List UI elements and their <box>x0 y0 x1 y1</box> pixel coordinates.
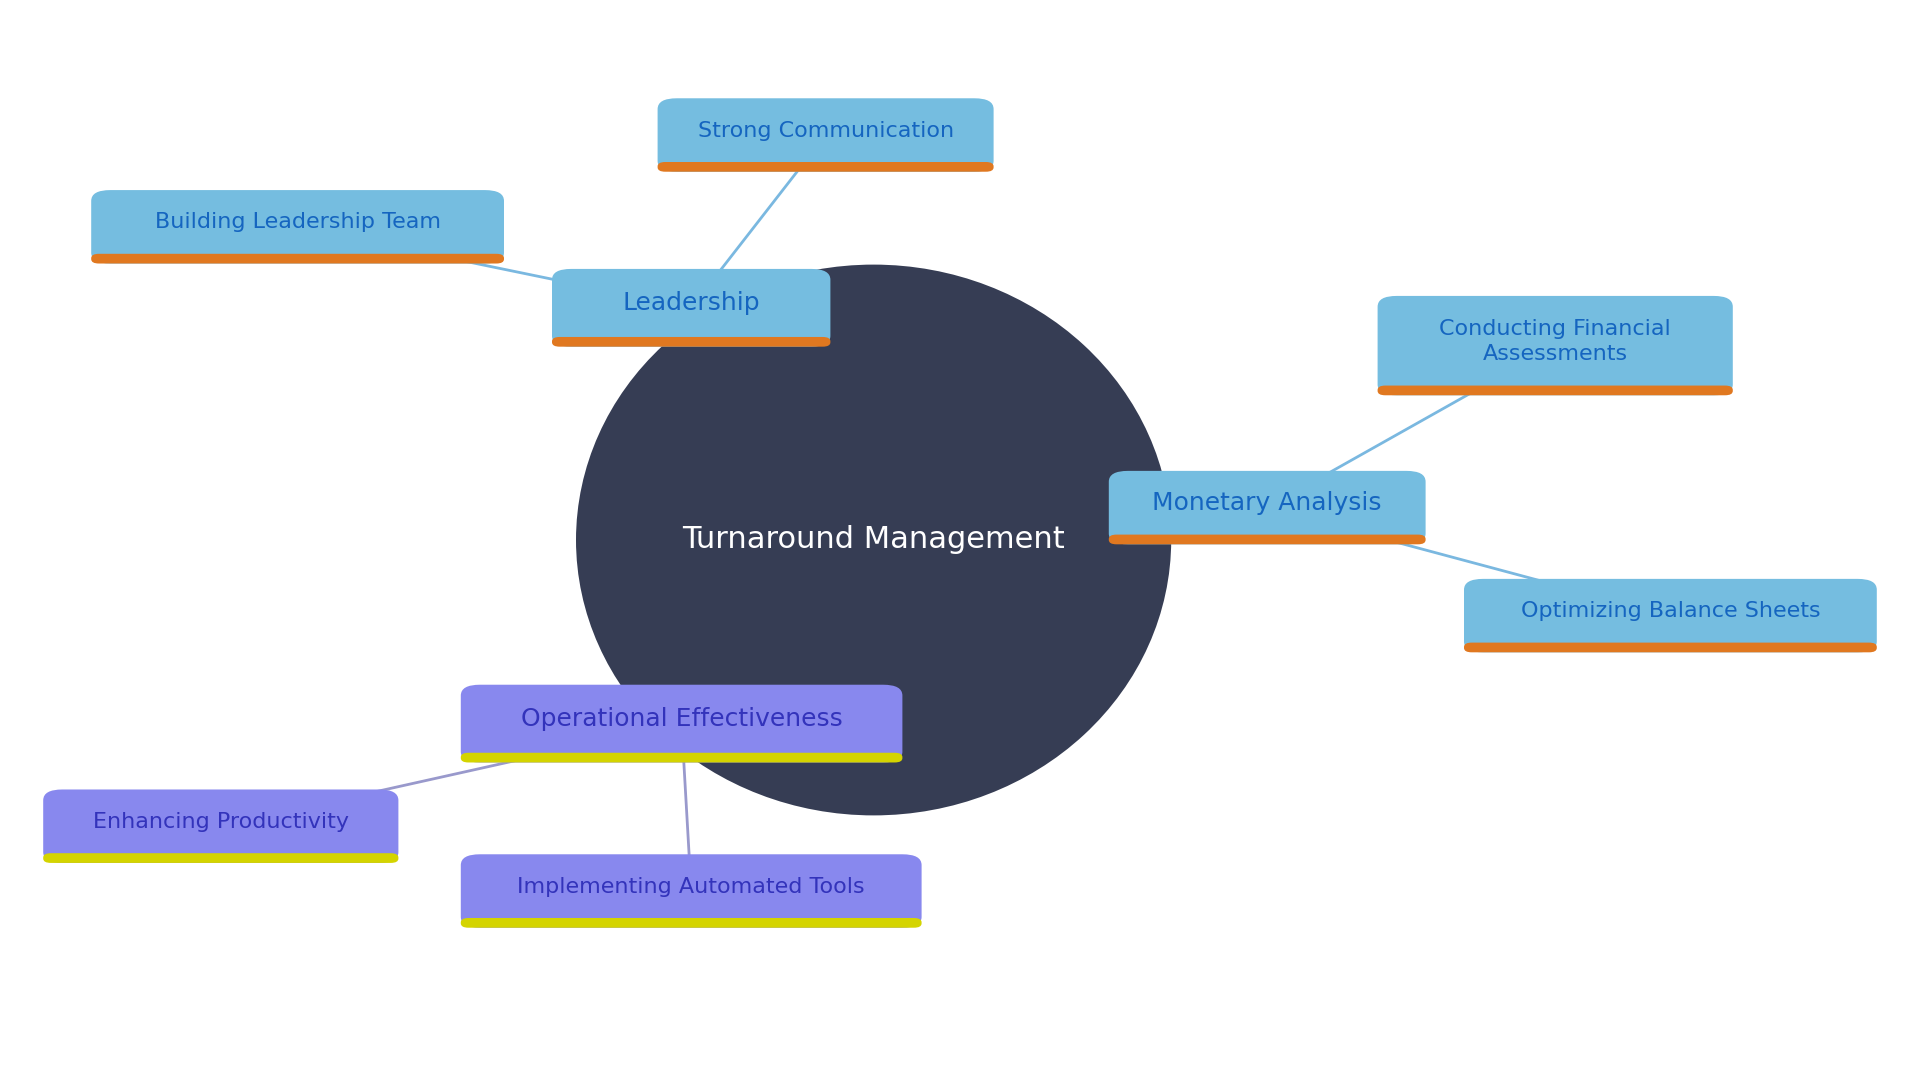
FancyBboxPatch shape <box>461 685 902 762</box>
Text: Leadership: Leadership <box>622 292 760 315</box>
FancyBboxPatch shape <box>1110 471 1425 544</box>
FancyBboxPatch shape <box>461 753 902 762</box>
Text: Monetary Analysis: Monetary Analysis <box>1152 491 1382 515</box>
FancyBboxPatch shape <box>657 162 995 172</box>
Ellipse shape <box>576 265 1171 815</box>
FancyBboxPatch shape <box>1379 386 1734 395</box>
Text: Operational Effectiveness: Operational Effectiveness <box>520 707 843 731</box>
FancyBboxPatch shape <box>461 918 922 928</box>
FancyBboxPatch shape <box>461 854 922 928</box>
Text: Optimizing Balance Sheets: Optimizing Balance Sheets <box>1521 602 1820 621</box>
FancyBboxPatch shape <box>92 254 503 264</box>
Text: Implementing Automated Tools: Implementing Automated Tools <box>516 877 866 896</box>
FancyBboxPatch shape <box>44 853 399 863</box>
Text: Enhancing Productivity: Enhancing Productivity <box>92 812 349 832</box>
FancyBboxPatch shape <box>1463 579 1876 652</box>
FancyBboxPatch shape <box>92 190 503 264</box>
Text: Strong Communication: Strong Communication <box>697 121 954 140</box>
Text: Turnaround Management: Turnaround Management <box>682 526 1066 554</box>
FancyBboxPatch shape <box>1463 643 1876 652</box>
Text: Conducting Financial
Assessments: Conducting Financial Assessments <box>1440 319 1670 364</box>
FancyBboxPatch shape <box>553 337 829 347</box>
Text: Building Leadership Team: Building Leadership Team <box>156 213 440 232</box>
FancyBboxPatch shape <box>553 269 829 347</box>
FancyBboxPatch shape <box>657 98 995 172</box>
FancyBboxPatch shape <box>44 789 399 863</box>
FancyBboxPatch shape <box>1379 296 1734 395</box>
FancyBboxPatch shape <box>1110 535 1425 544</box>
